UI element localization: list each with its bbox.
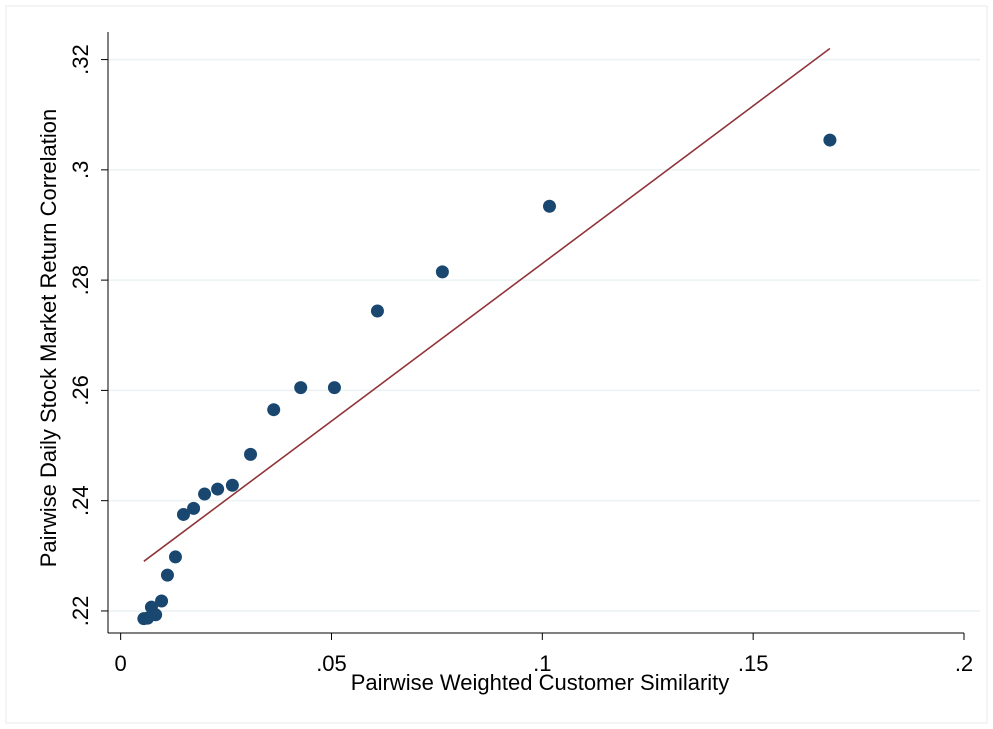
scatter-point bbox=[294, 381, 308, 395]
x-tick-label: 0 bbox=[115, 651, 127, 676]
y-axis-title: Pairwise Daily Stock Market Return Corre… bbox=[36, 109, 61, 568]
x-tick-label: .05 bbox=[316, 651, 347, 676]
x-tick-label: .1 bbox=[533, 651, 551, 676]
fit-line bbox=[143, 47, 831, 562]
plot-border bbox=[5, 5, 988, 724]
y-tick-label: .24 bbox=[68, 485, 93, 516]
scatter-point bbox=[168, 550, 182, 564]
y-tick-label: .28 bbox=[68, 265, 93, 296]
scatter-point bbox=[435, 265, 449, 279]
y-tick-label: .22 bbox=[68, 596, 93, 627]
scatter-point bbox=[327, 381, 341, 395]
scatter-point bbox=[160, 568, 174, 582]
x-tick-label: .2 bbox=[955, 651, 973, 676]
scatter-point bbox=[370, 304, 384, 318]
scatter-point bbox=[149, 608, 163, 622]
scatter-point bbox=[542, 199, 556, 213]
scatter-point bbox=[211, 482, 225, 496]
y-tick-label: .32 bbox=[68, 44, 93, 75]
scatter-point bbox=[155, 594, 169, 608]
scatter-point bbox=[244, 447, 258, 461]
scatter-point bbox=[267, 403, 281, 417]
scatter-point bbox=[176, 507, 190, 521]
y-tick-label: .3 bbox=[68, 161, 93, 179]
scatter-point bbox=[198, 487, 212, 501]
x-tick-label: .15 bbox=[738, 651, 769, 676]
x-axis-title: Pairwise Weighted Customer Similarity bbox=[351, 670, 730, 695]
scatter-point bbox=[187, 501, 201, 515]
y-tick-label: .26 bbox=[68, 375, 93, 406]
scatter-point bbox=[823, 133, 837, 147]
scatter-point bbox=[225, 478, 239, 492]
